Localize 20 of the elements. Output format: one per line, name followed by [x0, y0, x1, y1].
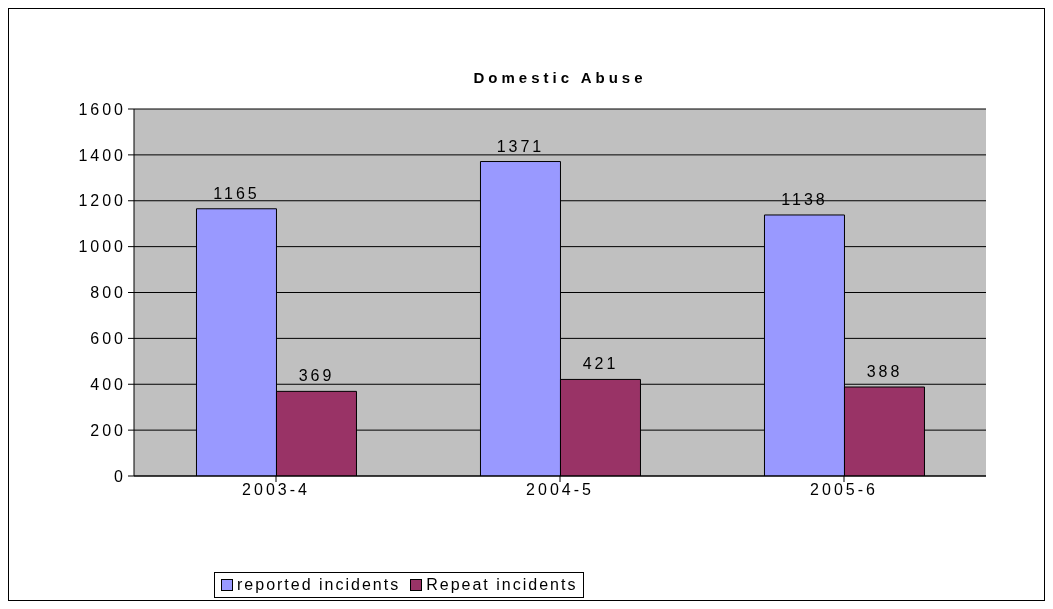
data-label: 421 [582, 355, 619, 373]
y-tick-label: 1200 [78, 192, 126, 210]
data-label: 369 [298, 367, 335, 385]
x-tick-label: 2004-5 [526, 481, 594, 499]
x-tick-label: 2005-6 [810, 481, 878, 499]
data-label: 388 [866, 363, 903, 380]
y-tick-label: 1400 [78, 146, 126, 164]
y-tick-label: 400 [90, 375, 126, 393]
data-label: 1371 [496, 137, 545, 155]
y-tick-label: 0 [114, 467, 126, 485]
x-tick-label: 2003-4 [242, 481, 310, 499]
data-label: 1165 [213, 184, 260, 202]
y-tick-label: 1000 [78, 238, 126, 256]
y-tick-label: 600 [90, 330, 126, 348]
y-tick-label: 200 [90, 421, 126, 439]
legend-label: Repeat incidents [426, 576, 578, 594]
legend-label: reported incidents [237, 576, 401, 594]
chart-title: Domestic Abuse [472, 69, 648, 86]
y-tick-label: 1600 [78, 100, 126, 118]
y-tick-label: 800 [90, 284, 126, 302]
